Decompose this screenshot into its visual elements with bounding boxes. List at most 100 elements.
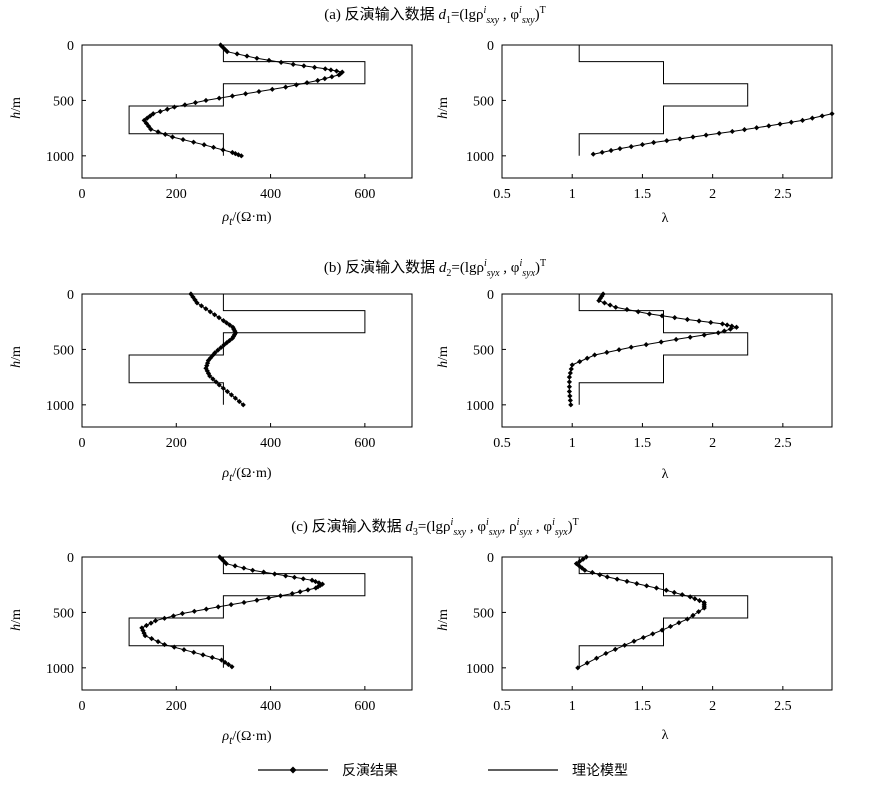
inversion-marker <box>203 306 209 312</box>
inversion-line <box>575 556 705 669</box>
inversion-marker <box>687 334 693 340</box>
inversion-marker <box>604 349 610 355</box>
inversion-marker <box>593 655 600 661</box>
inversion-marker <box>601 300 608 306</box>
y-tick-label: 0 <box>67 288 74 303</box>
inversion-marker <box>232 563 238 569</box>
inversion-marker <box>232 151 238 157</box>
plot-frame <box>81 44 413 179</box>
inversion-marker <box>569 362 575 368</box>
y-tick-label: 0 <box>487 551 494 566</box>
inversion-marker <box>566 384 573 390</box>
inversion-marker <box>676 620 682 626</box>
inversion-marker <box>608 147 614 154</box>
plot-b-right: 0.5 1 1.5 2 2.5 0 500 1000 <box>466 288 833 451</box>
inversion-marker <box>244 53 250 59</box>
inversion-marker <box>305 587 311 593</box>
inversion-marker <box>147 113 153 119</box>
inversion-marker <box>228 602 234 608</box>
x-axis-label-b-left: ρt/(Ω·m) <box>222 466 272 484</box>
y-tick-label: 1000 <box>46 662 74 677</box>
inversion-marker <box>584 355 590 361</box>
x-axis-label-c-right: λ <box>661 728 669 743</box>
inversion-marker <box>317 582 323 589</box>
y-tick-label: 500 <box>53 343 74 358</box>
inversion-marker <box>190 139 197 145</box>
inversion-marker <box>741 127 748 133</box>
x-tick-label: 0.5 <box>493 699 511 714</box>
title-a: (a) 反演输入数据 d1=(lgρisxy , φisxy)T <box>324 5 546 26</box>
inversion-marker <box>216 95 222 101</box>
inversion-marker <box>568 402 574 408</box>
inversion-marker <box>250 567 256 573</box>
y-axis-label-a-right: h/m <box>435 97 451 119</box>
x-tick-label: 1 <box>569 436 576 451</box>
inversion-marker <box>221 342 227 348</box>
inversion-marker <box>690 612 696 618</box>
inversion-marker <box>182 102 188 108</box>
inversion-marker <box>644 583 650 589</box>
inversion-marker <box>220 147 226 153</box>
inversion-marker <box>336 72 342 78</box>
inversion-marker <box>677 136 683 142</box>
inversion-marker <box>231 326 237 332</box>
inversion-marker <box>333 68 340 74</box>
inversion-marker <box>242 91 249 97</box>
x-axis-label-a-left: ρt/(Ω·m) <box>222 210 272 228</box>
x-tick-label: 1 <box>569 187 576 202</box>
y-tick-label: 1000 <box>46 399 74 414</box>
inversion-marker <box>612 646 618 652</box>
inversion-marker <box>687 594 693 600</box>
inversion-marker <box>651 139 657 146</box>
inversion-marker <box>164 106 170 112</box>
inversion-marker <box>254 55 260 61</box>
inversion-marker <box>604 574 610 580</box>
inversion-marker <box>624 306 630 313</box>
y-axis-label-a-left: h/m <box>8 97 24 119</box>
inversion-marker <box>328 67 334 73</box>
inversion-marker <box>679 592 685 598</box>
x-tick-label: 400 <box>260 699 281 714</box>
inversion-marker <box>716 130 722 136</box>
inversion-marker <box>566 379 573 385</box>
model-line <box>128 294 366 405</box>
model-line <box>128 557 366 668</box>
inversion-marker <box>628 344 634 350</box>
inversion-marker <box>646 311 653 317</box>
inversion-marker <box>155 639 161 645</box>
inversion-marker <box>322 76 328 82</box>
inversion-marker <box>754 125 760 131</box>
inversion-marker <box>663 587 669 593</box>
inversion-marker <box>650 631 656 637</box>
inversion-marker <box>277 593 284 599</box>
inversion-marker <box>664 138 670 144</box>
inversion-marker <box>241 599 247 606</box>
x-tick-label: 0.5 <box>493 436 511 451</box>
inversion-marker <box>622 642 628 648</box>
plot-a-right: 0.5 1 1.5 2 2.5 0 500 1000 <box>466 39 835 202</box>
plot-b-left: 0 200 400 600 0 500 1000 <box>46 288 413 451</box>
inversion-marker <box>297 589 303 595</box>
model-line <box>578 45 749 156</box>
inversion-marker <box>582 567 588 573</box>
x-tick-label: 1.5 <box>634 187 652 202</box>
inversion-marker <box>171 104 177 110</box>
inversion-marker <box>567 397 573 403</box>
inversion-marker <box>291 574 298 580</box>
plot-c-right: 0.5 1 1.5 2 2.5 0 500 1000 <box>466 551 833 714</box>
inversion-marker <box>229 149 235 156</box>
inversion-marker <box>227 322 233 328</box>
x-tick-label: 0 <box>79 187 86 202</box>
inversion-marker <box>290 61 296 67</box>
x-tick-label: 400 <box>260 187 281 202</box>
title-b: (b) 反演输入数据 d2=(lgρisyx , φisyx)T <box>323 258 547 279</box>
inversion-marker <box>799 117 806 123</box>
y-tick-label: 1000 <box>466 662 494 677</box>
inversion-marker <box>829 111 835 117</box>
inversion-marker <box>671 589 677 596</box>
y-tick-label: 1000 <box>46 150 74 165</box>
y-tick-label: 1000 <box>466 150 494 165</box>
inversion-marker <box>639 141 646 148</box>
inversion-marker <box>614 576 620 582</box>
